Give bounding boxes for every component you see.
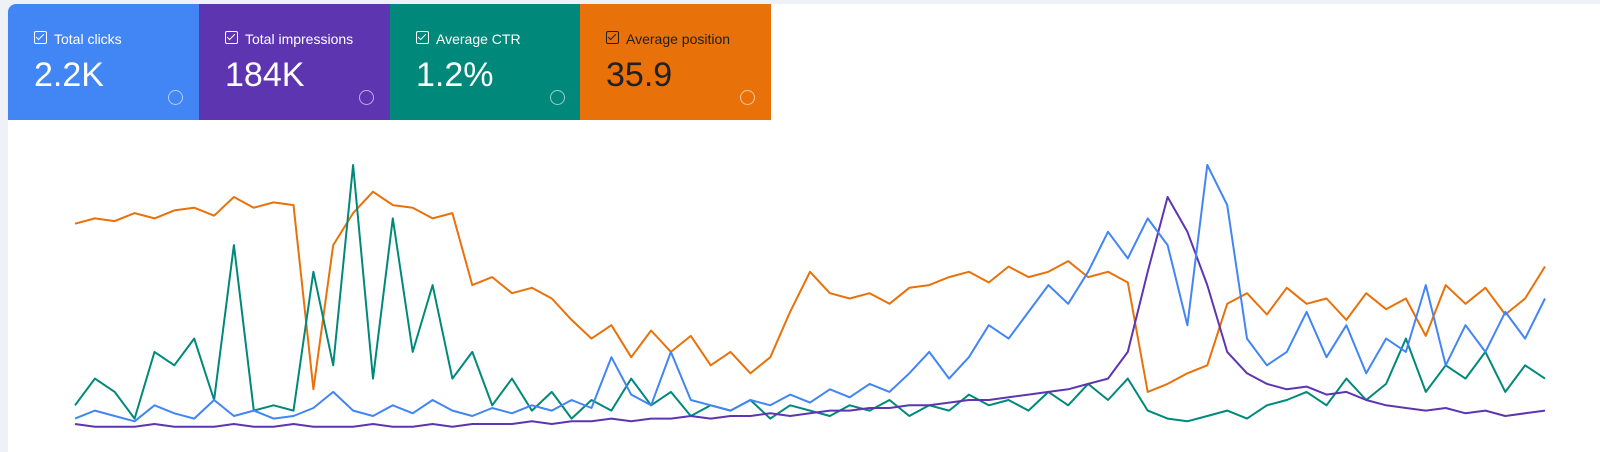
metric-label: Total impressions [245, 31, 354, 47]
metric-value: 2.2K [34, 56, 104, 94]
chart [74, 164, 1546, 428]
series-line [74, 164, 1546, 423]
help-icon[interactable] [359, 90, 374, 105]
metric-label: Average position [626, 31, 731, 47]
series-line [74, 190, 1546, 393]
metric-value: 35.9 [606, 56, 673, 94]
checkbox[interactable] [416, 31, 429, 44]
performance-panel: Total clicks 2.2K Total impressions 184K… [8, 4, 1600, 452]
metric-label: Average CTR [436, 31, 521, 47]
series-line [74, 196, 1546, 428]
checkbox[interactable] [34, 31, 47, 44]
metric-card[interactable]: Total clicks 2.2K [8, 4, 199, 120]
metric-label: Total clicks [54, 31, 122, 47]
checkbox[interactable] [606, 31, 619, 44]
checkbox[interactable] [225, 31, 238, 44]
help-icon[interactable] [550, 90, 565, 105]
help-icon[interactable] [168, 90, 183, 105]
help-icon[interactable] [740, 90, 755, 105]
metric-card[interactable]: Total impressions 184K [199, 4, 390, 120]
series-line [74, 164, 1546, 423]
metric-card[interactable]: Average CTR 1.2% [390, 4, 581, 120]
metric-value: 184K [225, 56, 305, 94]
metric-value: 1.2% [416, 56, 494, 94]
metric-card[interactable]: Average position 35.9 [580, 4, 771, 120]
